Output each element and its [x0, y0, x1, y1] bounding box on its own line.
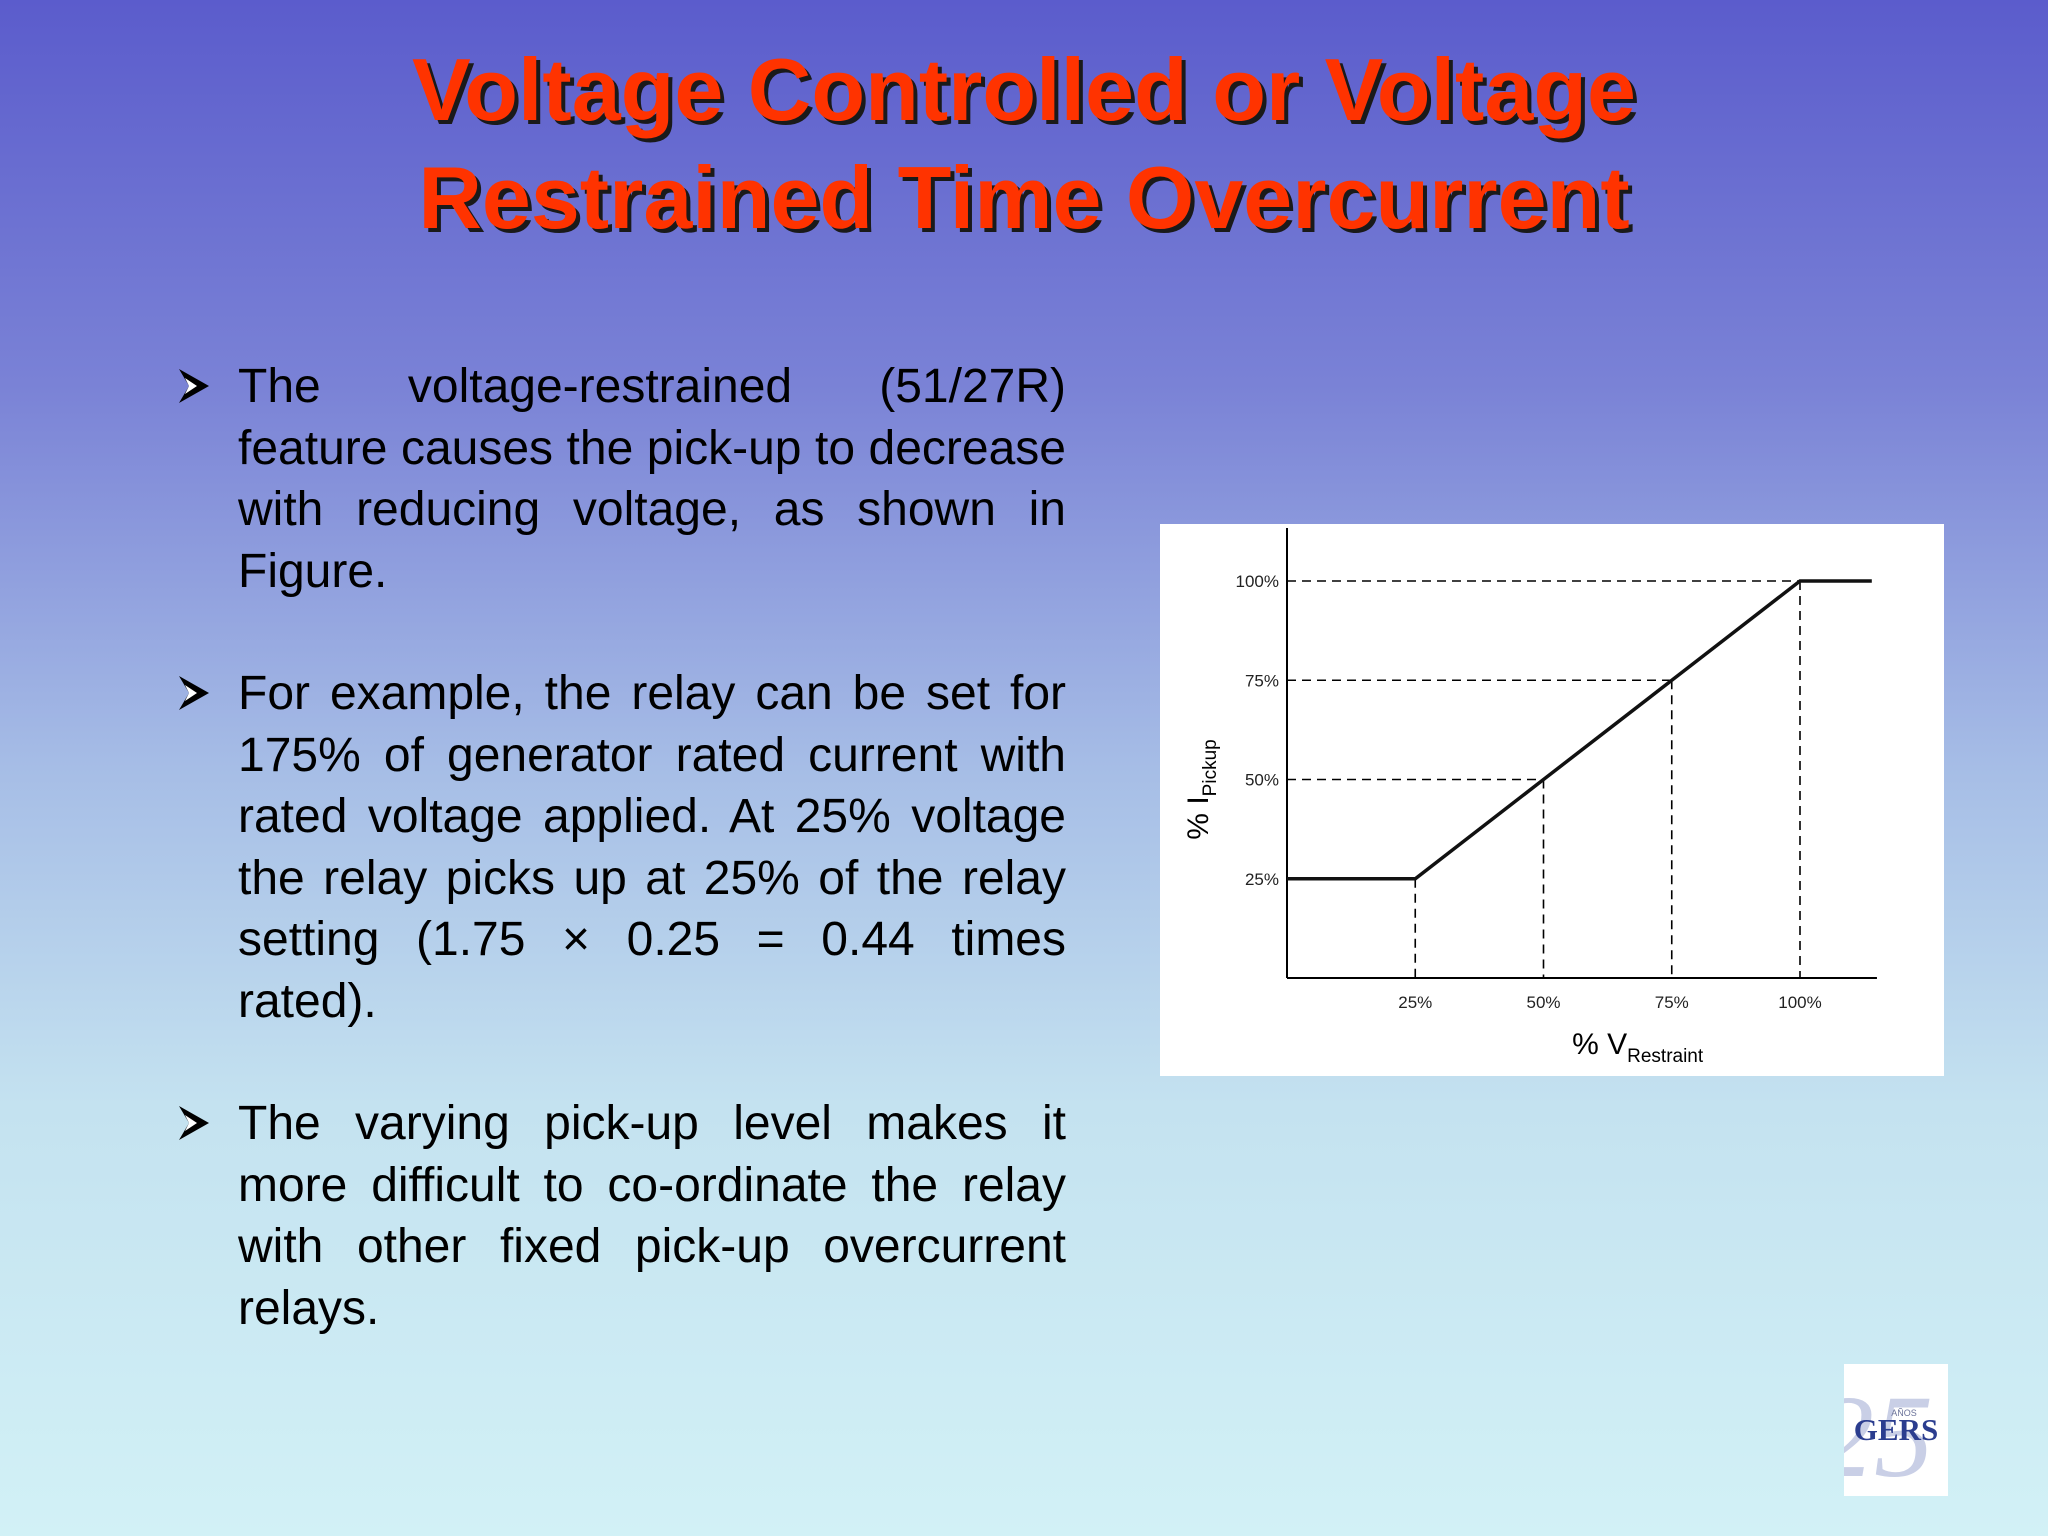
logo-text: GERS	[1854, 1412, 1938, 1447]
arrowhead-bullet-icon	[179, 369, 209, 403]
y-tick-label: 75%	[1245, 671, 1279, 690]
y-tick-label: 100%	[1236, 572, 1279, 591]
title-line-2: Restrained Time Overcurrent	[418, 148, 1630, 247]
logo-small-text: AÑOS	[1891, 1408, 1917, 1418]
slide-title: Voltage Controlled or Voltage Restrained…	[0, 36, 2048, 252]
gers-logo-icon: 25 AÑOS GERS	[1815, 1371, 1938, 1502]
y-axis-label-main: % I	[1182, 796, 1215, 839]
reference-lines	[1287, 580, 1801, 978]
pickup-chart-svg: 25% 50% 75% 100%25%50%75%100% % VRestraint …	[1182, 528, 1877, 1067]
bullet-item-2: For example, the relay can be set for 17…	[176, 663, 1066, 1032]
x-axis-label: % VRestraint	[1572, 1028, 1704, 1067]
bullet-text-3: The varying pick-up level makes it more …	[238, 1097, 1066, 1335]
title-line-1: Voltage Controlled or Voltage	[412, 40, 1636, 139]
y-axis-label-sub: Pickup	[1200, 739, 1221, 796]
x-tick-label: 100%	[1778, 993, 1821, 1012]
arrowhead-bullet-icon	[179, 1106, 209, 1140]
x-tick-label: 75%	[1655, 993, 1689, 1012]
x-axis-label-sub: Restraint	[1627, 1046, 1704, 1067]
x-axis-label-main: % V	[1572, 1028, 1627, 1061]
bullet-item-3: The varying pick-up level makes it more …	[176, 1093, 1066, 1339]
x-tick-label: 25%	[1398, 993, 1432, 1012]
pickup-chart: 25% 50% 75% 100% 25% 50% 75% 100% % VRestraint …	[1160, 524, 1944, 1076]
x-tick-label: 50%	[1526, 993, 1560, 1012]
bullet-text-1: The voltage-restrained (51/27R) feature …	[238, 360, 1066, 598]
y-axis-label: % IPickup	[1182, 739, 1221, 839]
bullet-text-2: For example, the relay can be set for 17…	[238, 667, 1066, 1028]
bullet-item-1: The voltage-restrained (51/27R) feature …	[176, 356, 1066, 602]
tick-labels: 25% 50% 75% 100% 25% 50% 75% 100%	[1236, 572, 1822, 1012]
gers-logo: 25 AÑOS GERS	[1815, 1364, 1948, 1502]
bullet-list: The voltage-restrained (51/27R) feature …	[176, 356, 1066, 1400]
arrowhead-bullet-icon	[179, 676, 209, 710]
y-tick-label: 50%	[1245, 771, 1279, 790]
pickup-curve-line	[1287, 579, 1872, 881]
y-tick-label: 25%	[1245, 870, 1279, 889]
